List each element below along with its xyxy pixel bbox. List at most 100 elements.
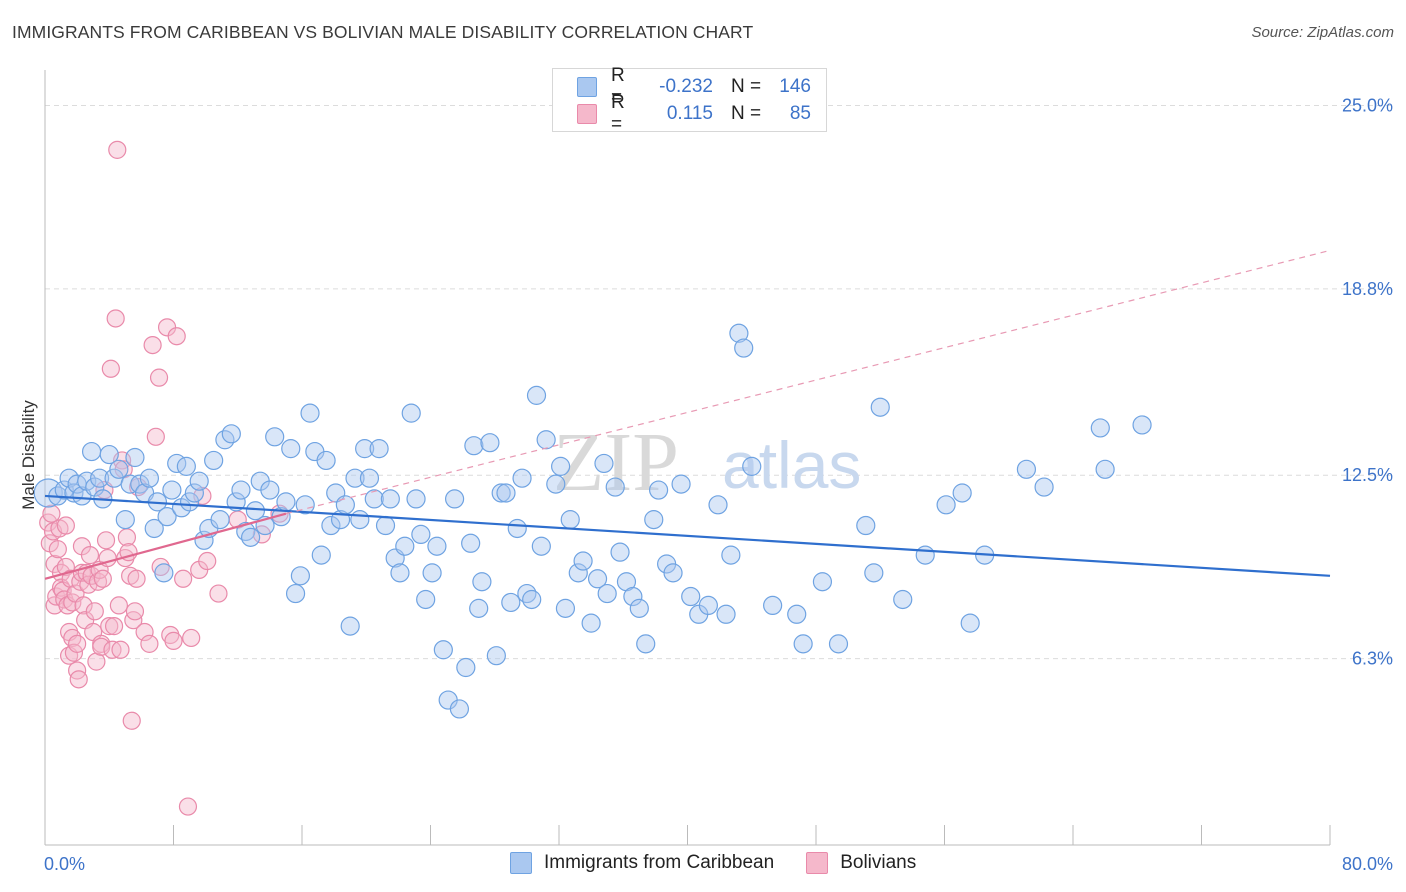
caribbean-point [512,468,532,488]
bolivians-point [209,584,228,603]
trend-lines [44,249,1331,580]
bolivians-point [85,602,104,621]
legend-row-caribbean: R = -0.232 N = 146 [577,65,811,108]
caribbean-point [345,468,365,488]
bolivians-point [111,640,130,659]
series-legend-bolivians[interactable]: Bolivians [806,852,916,874]
caribbean-point [157,507,177,527]
legend-row-bolivians: R = 0.115 N = 85 [577,92,811,135]
caribbean-point [716,604,736,624]
caribbean-point [290,566,310,586]
caribbean-point [915,545,935,565]
caribbean-point [109,459,129,479]
caribbean-point [555,598,576,618]
caribbean-point [444,489,465,509]
x-tick-label-left: 0.0% [44,854,85,874]
caribbean-point [285,583,306,604]
bolivians-point [182,628,201,648]
bolivians-point [68,634,87,653]
caribbean-point [526,385,547,405]
series-legend: Immigrants from Caribbean Bolivians [510,852,948,874]
y-tick-label: 25.0% [1342,95,1393,115]
caribbean-point [1132,415,1152,435]
legend-n-label: N = [731,103,762,124]
caribbean-point [486,646,506,666]
bolivians-point [125,602,145,621]
watermark-atlas: atlas [722,428,861,502]
bolivians-point [198,551,217,571]
caribbean-point [281,439,301,459]
caribbean-point [729,323,749,343]
caribbean-point [154,563,174,583]
caribbean-point [395,536,415,556]
bolivians-point [101,359,120,378]
caribbean-point [33,478,63,508]
y-tick-label: 18.8% [1342,279,1393,299]
bolivians-point [69,670,88,689]
caribbean-point [210,510,230,530]
caribbean-point [698,595,718,616]
bolivians-point [167,327,186,346]
y-axis-title: Male Disability [19,400,38,510]
caribbean-point [461,533,481,553]
axis-labels: 25.0% 18.8% 12.5% 6.3% 0.0% 80.0% Male Disabil… [19,95,1393,874]
caribbean-point [531,536,551,556]
caribbean-point [812,572,833,592]
caribbean-point [469,598,489,618]
caribbean-point [573,551,593,571]
caribbean-point [546,474,566,494]
caribbean-point [335,495,355,515]
caribbean-point [581,613,601,633]
series-legend-caribbean[interactable]: Immigrants from Caribbean [510,852,774,874]
caribbean-point [536,430,556,450]
chart-title: IMMIGRANTS FROM CARIBBEAN VS BOLIVIAN MA… [12,22,754,42]
caribbean-point [204,450,224,471]
legend-swatch-pink [577,104,597,124]
caribbean-point [260,480,280,500]
watermark-zip: ZIP [553,416,679,509]
bolivians-point [56,516,75,535]
x-tick-label-right: 80.0% [1342,854,1393,874]
caribbean-point [90,468,110,488]
bolivians-trend-extension [285,249,1331,515]
caribbean-point [81,441,102,462]
legend-r-value: -0.232 [659,76,713,97]
bolivians-point [100,617,119,636]
bolivians-point [143,335,162,355]
caribbean-point [321,515,341,536]
caribbean-point [464,436,484,456]
bolivians-point [164,631,183,650]
gridlines [45,104,1395,660]
caribbean-point [449,699,470,719]
bolivians-points [39,140,289,816]
bolivians-point [96,531,116,550]
caribbean-trend-line [44,494,1331,577]
caribbean-point [125,447,145,468]
legend-swatch-blue [577,77,597,97]
caribbean-point [594,453,614,474]
caribbean-point [364,489,384,509]
caribbean-point [184,483,204,503]
bolivians-point [108,140,127,159]
y-tick-label: 6.3% [1352,649,1393,669]
caribbean-point [893,589,913,610]
caribbean-point [179,492,200,512]
bolivians-point [74,596,93,615]
caribbean-point [144,518,164,539]
caribbean-point [130,474,150,494]
bolivians-point [109,596,128,615]
bolivians-point [151,557,170,577]
series-label: Bolivians [840,852,917,873]
caribbean-point [221,424,241,444]
y-tick-label: 12.5% [1342,465,1393,485]
caribbean-point [636,634,656,654]
caribbean-point [359,468,380,488]
caribbean-point [241,527,261,547]
caribbean-point [587,569,608,589]
caribbean-point [501,592,521,613]
bolivians-point [63,628,82,648]
caribbean-point [433,640,453,660]
caribbean-point [610,542,630,562]
axes [44,70,1331,846]
